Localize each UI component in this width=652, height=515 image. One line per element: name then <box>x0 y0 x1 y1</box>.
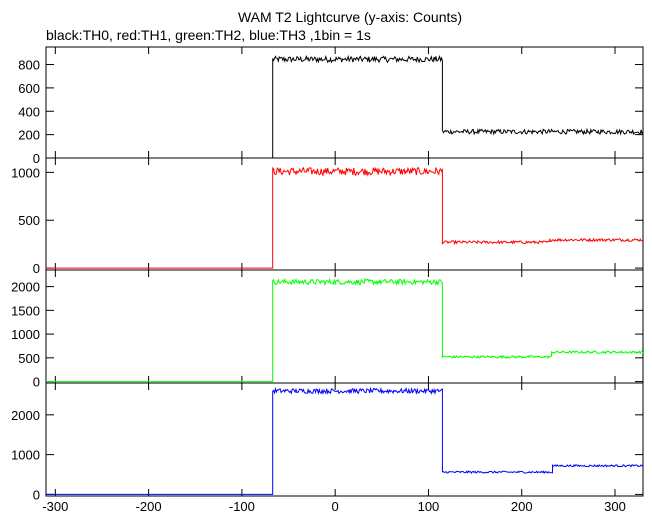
chart-subtitle: black:TH0, red:TH1, green:TH2, blue:TH3 … <box>46 27 371 43</box>
series-line-TH2 <box>46 277 644 383</box>
x-tick-label: 100 <box>418 499 440 514</box>
panel-frame-TH2 <box>45 269 644 384</box>
y-tick-label-TH3: 0 <box>33 487 40 502</box>
y-tick-label-TH0: 400 <box>18 104 40 119</box>
panel-frame-TH3 <box>45 382 644 497</box>
y-tick-label-TH3: 2000 <box>11 408 40 423</box>
x-tick-label: 0 <box>332 499 339 514</box>
chart-title: WAM T2 Lightcurve (y-axis: Counts) <box>237 9 463 25</box>
y-tick-label-TH2: 0 <box>33 375 40 390</box>
series-line-TH1 <box>46 166 644 269</box>
y-tick-label-TH1: 0 <box>33 261 40 276</box>
x-tick-label: -300 <box>42 499 68 514</box>
y-tick-label-TH1: 500 <box>18 213 40 228</box>
x-tick-label: -100 <box>229 499 255 514</box>
panel-frame-TH0 <box>45 46 644 159</box>
x-tick-label: 200 <box>511 499 533 514</box>
y-tick-label-TH0: 200 <box>18 128 40 143</box>
series-line-TH0 <box>46 54 644 159</box>
y-tick-label-TH2: 500 <box>18 351 40 366</box>
x-tick-label: 300 <box>604 499 626 514</box>
y-tick-label-TH0: 600 <box>18 81 40 96</box>
y-tick-label-TH0: 0 <box>33 151 40 166</box>
y-tick-label-TH2: 1500 <box>11 303 40 318</box>
y-tick-label-TH3: 1000 <box>11 448 40 463</box>
y-tick-label-TH2: 1000 <box>11 327 40 342</box>
y-tick-label-TH0: 800 <box>18 58 40 73</box>
y-tick-label-TH1: 1000 <box>11 165 40 180</box>
panel-frame-TH1 <box>45 157 644 271</box>
x-tick-label: -200 <box>136 499 162 514</box>
y-tick-label-TH2: 2000 <box>11 280 40 295</box>
series-line-TH3 <box>46 386 644 495</box>
